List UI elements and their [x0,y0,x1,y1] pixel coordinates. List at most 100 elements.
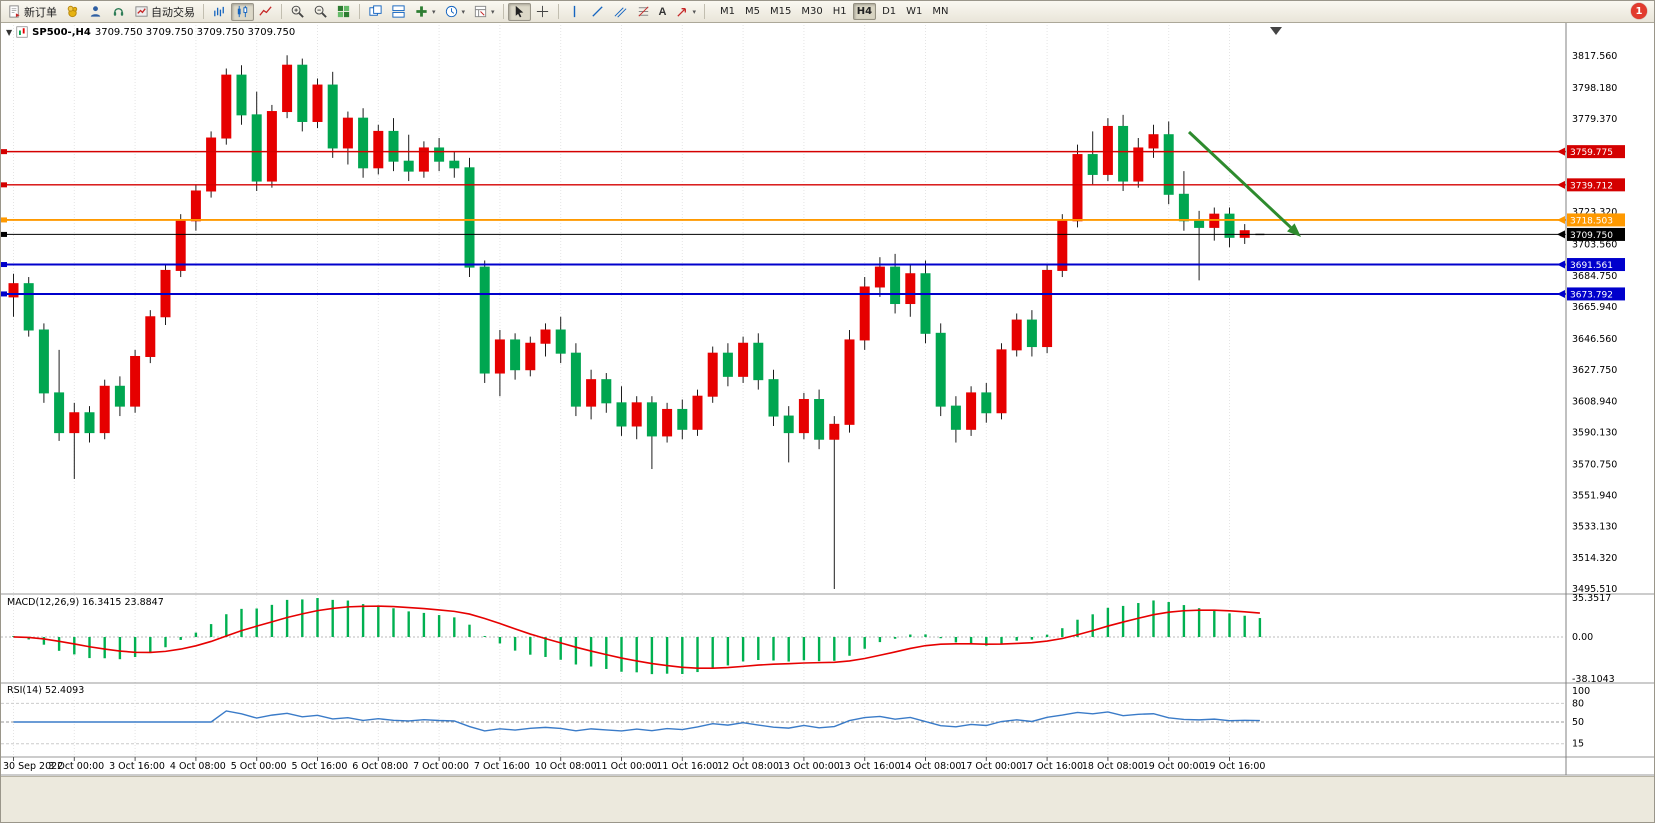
auto-trading-button[interactable]: 自动交易 [130,3,199,21]
candlestick-chart-icon [235,4,250,19]
svg-text:6 Oct 08:00: 6 Oct 08:00 [352,761,408,772]
line-chart-button[interactable] [254,3,277,21]
svg-text:5 Oct 00:00: 5 Oct 00:00 [231,761,287,772]
timeframe-h4[interactable]: H4 [852,3,877,20]
tile-windows-button[interactable] [332,3,355,21]
svg-text:3495.510: 3495.510 [1572,584,1617,595]
vertical-line-button[interactable] [563,3,586,21]
svg-text:11 Oct 16:00: 11 Oct 16:00 [656,761,718,772]
periods-button[interactable]: ▾ [440,3,470,21]
crosshair-button[interactable] [531,3,554,21]
window-menu-icon[interactable]: ▼ [6,27,13,37]
svg-text:3817.560: 3817.560 [1572,51,1617,62]
svg-text:3590.130: 3590.130 [1572,427,1617,438]
cursor-button[interactable] [507,2,531,21]
rsi-line [13,710,1260,732]
window-bottom-area [1,776,1654,822]
timeframe-m1[interactable]: M1 [716,3,739,20]
accounts-icon [88,4,103,19]
bar-chart-button[interactable] [208,3,231,21]
timeframe-mn[interactable]: MN [928,3,952,20]
timeframe-m15[interactable]: M15 [766,3,795,20]
cursor-icon [512,4,527,19]
svg-text:3798.180: 3798.180 [1572,83,1617,94]
fibonacci-button[interactable] [632,3,655,21]
svg-text:14 Oct 08:00: 14 Oct 08:00 [900,761,962,772]
tile-horizontal-button[interactable] [387,3,410,21]
svg-text:100: 100 [1572,686,1590,697]
svg-text:3 Oct 00:00: 3 Oct 00:00 [48,761,104,772]
line-anchor-marker[interactable] [1,217,7,223]
trend-arrow[interactable] [1187,130,1301,237]
trendline-button[interactable] [586,3,609,21]
indicators-add-icon [414,4,429,19]
gold-icon [65,4,80,19]
svg-text:18 Oct 08:00: 18 Oct 08:00 [1082,761,1144,772]
price-badge [1567,227,1625,241]
price-badge [1567,145,1625,159]
arrows-tool-button[interactable]: ▾ [671,3,701,21]
dropdown-arrow-icon: ▾ [491,8,495,16]
axis-arrow-icon [1557,215,1565,224]
shift-marker[interactable] [1270,27,1282,35]
svg-text:3646.560: 3646.560 [1572,334,1617,345]
zoom-out-button[interactable] [309,3,332,21]
indicators-button[interactable]: ▾ [410,3,440,21]
bar-chart-icon [212,4,227,19]
svg-text:11 Oct 00:00: 11 Oct 00:00 [596,761,658,772]
toolbar-separator [704,4,706,19]
rsi-label: RSI(14) 52.4093 [7,685,85,696]
cascade-windows-button[interactable] [364,3,387,21]
timeframe-m5[interactable]: M5 [741,3,764,20]
toolbar: 新订单 自动交易 [1,1,1654,23]
fibonacci-icon [636,4,651,19]
price-axis[interactable]: 3817.560 3798.180 3779.370 3723.320 3703.560… [1557,51,1625,595]
channel-button[interactable] [609,3,632,21]
gold-button[interactable] [61,3,84,21]
svg-text:5 Oct 16:00: 5 Oct 16:00 [292,761,348,772]
timeframe-m30[interactable]: M30 [797,3,826,20]
svg-text:3673.792: 3673.792 [1570,290,1613,300]
svg-text:3627.750: 3627.750 [1572,365,1617,376]
timeframe-toolbar: M1 M5 M15 M30 H1 H4 D1 W1 MN [715,3,953,20]
price-badge [1567,258,1625,272]
svg-text:4 Oct 08:00: 4 Oct 08:00 [170,761,226,772]
line-anchor-marker[interactable] [1,182,7,188]
price-badge [1567,287,1625,301]
horizontal-lines [1,149,1566,297]
timeframe-w1[interactable]: W1 [902,3,926,20]
line-anchor-marker[interactable] [1,231,7,237]
dropdown-arrow-icon: ▾ [461,8,466,16]
svg-text:12 Oct 08:00: 12 Oct 08:00 [717,761,779,772]
line-anchor-marker[interactable] [1,291,7,297]
svg-text:3691.561: 3691.561 [1570,261,1613,271]
auto-trading-label: 自动交易 [151,6,195,19]
svg-text:3514.320: 3514.320 [1572,553,1617,564]
templates-button[interactable]: ▾ [469,3,499,21]
svg-text:0.00: 0.00 [1572,632,1593,643]
chart-title: ▼ SP500-,H4 3709.750 3709.750 3709.750 3… [6,26,295,38]
svg-text:10 Oct 08:00: 10 Oct 08:00 [535,761,597,772]
timeframe-d1[interactable]: D1 [878,3,900,20]
toolbar-separator [557,4,559,19]
zoom-in-button[interactable] [286,3,309,21]
support-button[interactable] [107,3,130,21]
svg-text:3665.940: 3665.940 [1572,302,1617,313]
tile-windows-icon [336,4,351,19]
channel-icon [613,4,628,19]
svg-text:3608.940: 3608.940 [1572,396,1617,407]
candlestick-chart-button[interactable] [231,2,254,21]
new-order-button[interactable]: 新订单 [3,3,61,21]
text-tool-icon: A [658,5,667,18]
accounts-button[interactable] [84,3,107,21]
notification-badge[interactable]: 1 [1631,3,1647,19]
svg-text:15: 15 [1572,739,1584,750]
macd-panel: 35.3517 0.00 -38.1043 [1,593,1615,685]
text-tool-button[interactable]: A [655,3,671,21]
svg-text:3570.750: 3570.750 [1572,459,1617,470]
line-anchor-marker[interactable] [1,149,7,155]
line-anchor-marker[interactable] [1,262,7,268]
timeframe-h1[interactable]: H1 [829,3,851,20]
